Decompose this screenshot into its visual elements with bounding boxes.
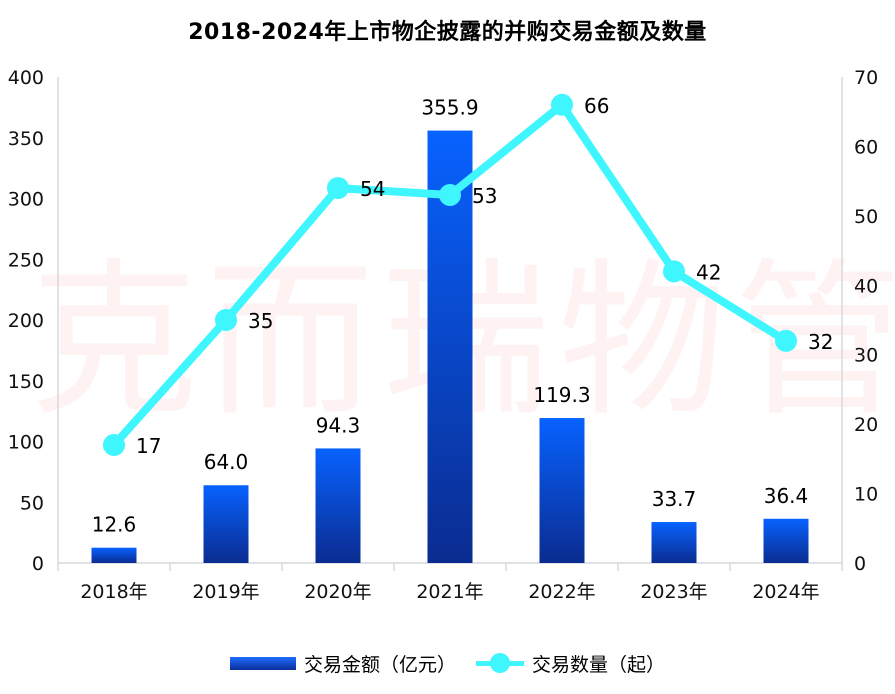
- y-left-tick-label: 250: [8, 249, 44, 271]
- bar-value-label: 119.3: [533, 383, 590, 407]
- x-tick-label: 2018年: [80, 581, 147, 603]
- line-series: [103, 93, 797, 456]
- y-left-tick-label: 300: [8, 189, 44, 211]
- bar-value-label: 33.7: [652, 487, 697, 511]
- bar-value-label: 355.9: [421, 96, 478, 120]
- line-value-label: 32: [808, 330, 833, 354]
- line-value-label: 17: [136, 434, 161, 458]
- bar-value-label: 12.6: [92, 513, 137, 537]
- bar: [315, 448, 361, 563]
- line-point: [663, 260, 685, 283]
- y-left-tick-label: 350: [8, 128, 44, 150]
- y-right-tick-label: 40: [854, 275, 878, 297]
- legend-bar-swatch: [229, 656, 296, 670]
- legend-line-swatch: [476, 653, 524, 673]
- y-left-tick-label: 50: [20, 492, 44, 514]
- y-left-tick-label: 0: [32, 553, 44, 575]
- y-left-tick-label: 100: [8, 432, 44, 454]
- line-point: [775, 329, 797, 352]
- y-left-tick-label: 400: [8, 67, 44, 89]
- bar: [203, 485, 249, 563]
- bar-value-label: 36.4: [764, 484, 809, 508]
- chart-title: 2018-2024年上市物企披露的并购交易金额及数量: [188, 20, 707, 45]
- x-tick-label: 2022年: [528, 581, 595, 603]
- bar: [91, 547, 137, 563]
- line-value-label: 35: [248, 309, 273, 333]
- y-left-tick-label: 150: [8, 371, 44, 393]
- bar: [651, 522, 697, 563]
- x-tick-label: 2023年: [640, 581, 707, 603]
- line-value-label: 42: [696, 260, 721, 284]
- legend-label-count: 交易数量（起）: [532, 653, 666, 676]
- x-tick-label: 2019年: [192, 581, 259, 603]
- legend: 交易金额（亿元） 交易数量（起）: [0, 646, 895, 680]
- y-right-tick-label: 0: [854, 553, 866, 575]
- bar-series: [91, 130, 809, 564]
- y-right-tick-label: 60: [854, 136, 878, 158]
- legend-item-amount: 交易金额（亿元）: [229, 650, 456, 677]
- line-point: [327, 177, 349, 200]
- line-point: [551, 93, 573, 116]
- y-right-tick-label: 20: [854, 414, 878, 436]
- bar-value-label: 64.0: [204, 450, 249, 474]
- line-value-label: 54: [360, 177, 385, 201]
- y-left-tick-label: 200: [8, 310, 44, 332]
- line-value-label: 53: [472, 184, 497, 208]
- bar: [763, 518, 809, 563]
- data-labels: 12.6 64.0 94.3 355.9 119.3 33.7 36.4 17 35 54 53 66…: [92, 94, 834, 537]
- line-point: [215, 309, 237, 331]
- bar-value-label: 94.3: [316, 413, 361, 437]
- legend-label-amount: 交易金额（亿元）: [303, 653, 456, 676]
- y-right-tick-label: 10: [854, 484, 878, 506]
- line-point: [103, 433, 125, 456]
- y-right-tick-label: 70: [854, 67, 878, 89]
- legend-item-count: 交易数量（起）: [476, 650, 665, 677]
- x-tick-label: 2020年: [304, 581, 371, 603]
- x-tick-label: 2024年: [752, 581, 819, 603]
- x-tick-label: 2021年: [416, 581, 483, 603]
- axes: 0 50 100 150 200 250 300 350 400 0 10 20 30 40 50 60 70 2…: [8, 67, 878, 603]
- bar: [539, 418, 585, 563]
- line-point: [439, 184, 461, 207]
- y-right-tick-label: 30: [854, 345, 878, 367]
- line-value-label: 66: [584, 94, 609, 118]
- y-right-tick-label: 50: [854, 206, 878, 228]
